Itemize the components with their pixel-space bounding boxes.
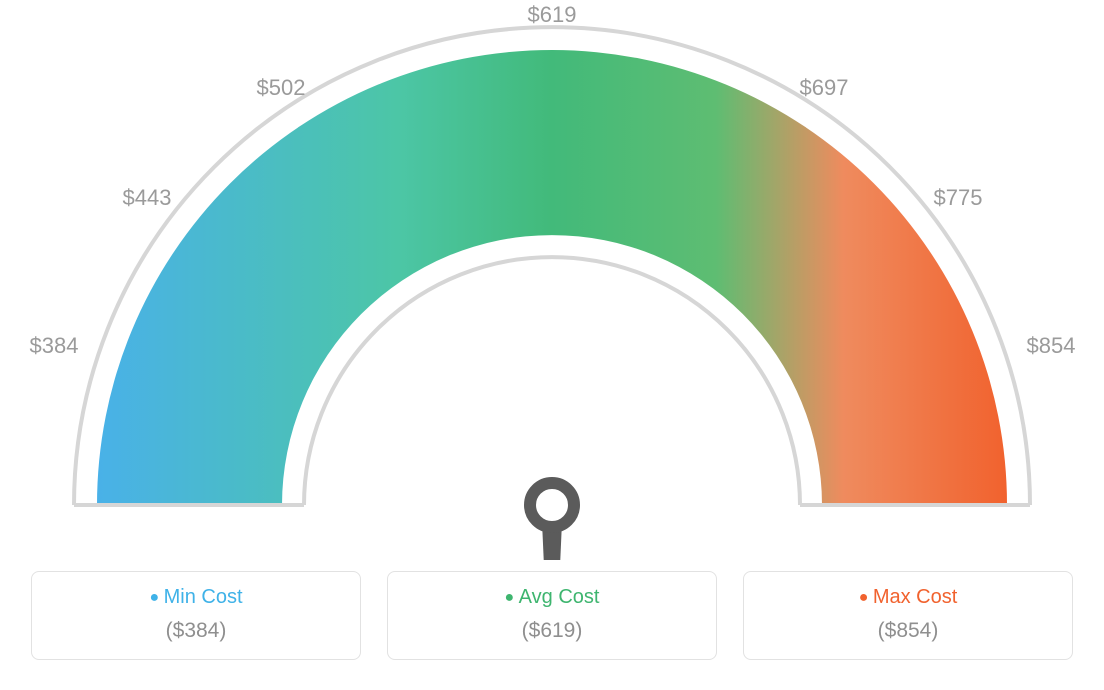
gauge-svg [0, 0, 1104, 560]
legend-row: Min Cost ($384) Avg Cost ($619) Max Cost ($85… [0, 571, 1104, 660]
gauge-tick-label: $619 [528, 2, 577, 28]
gauge-tick-label: $384 [30, 333, 79, 359]
legend-title-max: Max Cost [754, 586, 1062, 609]
gauge-arc [97, 50, 1007, 505]
legend-card-avg: Avg Cost ($619) [387, 571, 717, 660]
gauge-tick-label: $697 [800, 75, 849, 101]
gauge-major-tick [851, 531, 971, 541]
gauge-needle-hub [530, 483, 574, 527]
gauge-tick-label: $775 [934, 185, 983, 211]
legend-value-avg: ($619) [398, 619, 706, 643]
legend-title-avg: Avg Cost [398, 586, 706, 609]
legend-card-min: Min Cost ($384) [31, 571, 361, 660]
gauge-major-tick [134, 531, 254, 541]
cost-gauge-chart: $384 $443 $502 $619 $697 $775 $854 [0, 0, 1104, 560]
gauge-tick-label: $502 [257, 75, 306, 101]
legend-card-max: Max Cost ($854) [743, 571, 1073, 660]
gauge-tick-label: $443 [123, 185, 172, 211]
gauge-tick-label: $854 [1027, 333, 1076, 359]
legend-title-min: Min Cost [42, 586, 350, 609]
legend-value-min: ($384) [42, 619, 350, 643]
legend-value-max: ($854) [754, 619, 1062, 643]
